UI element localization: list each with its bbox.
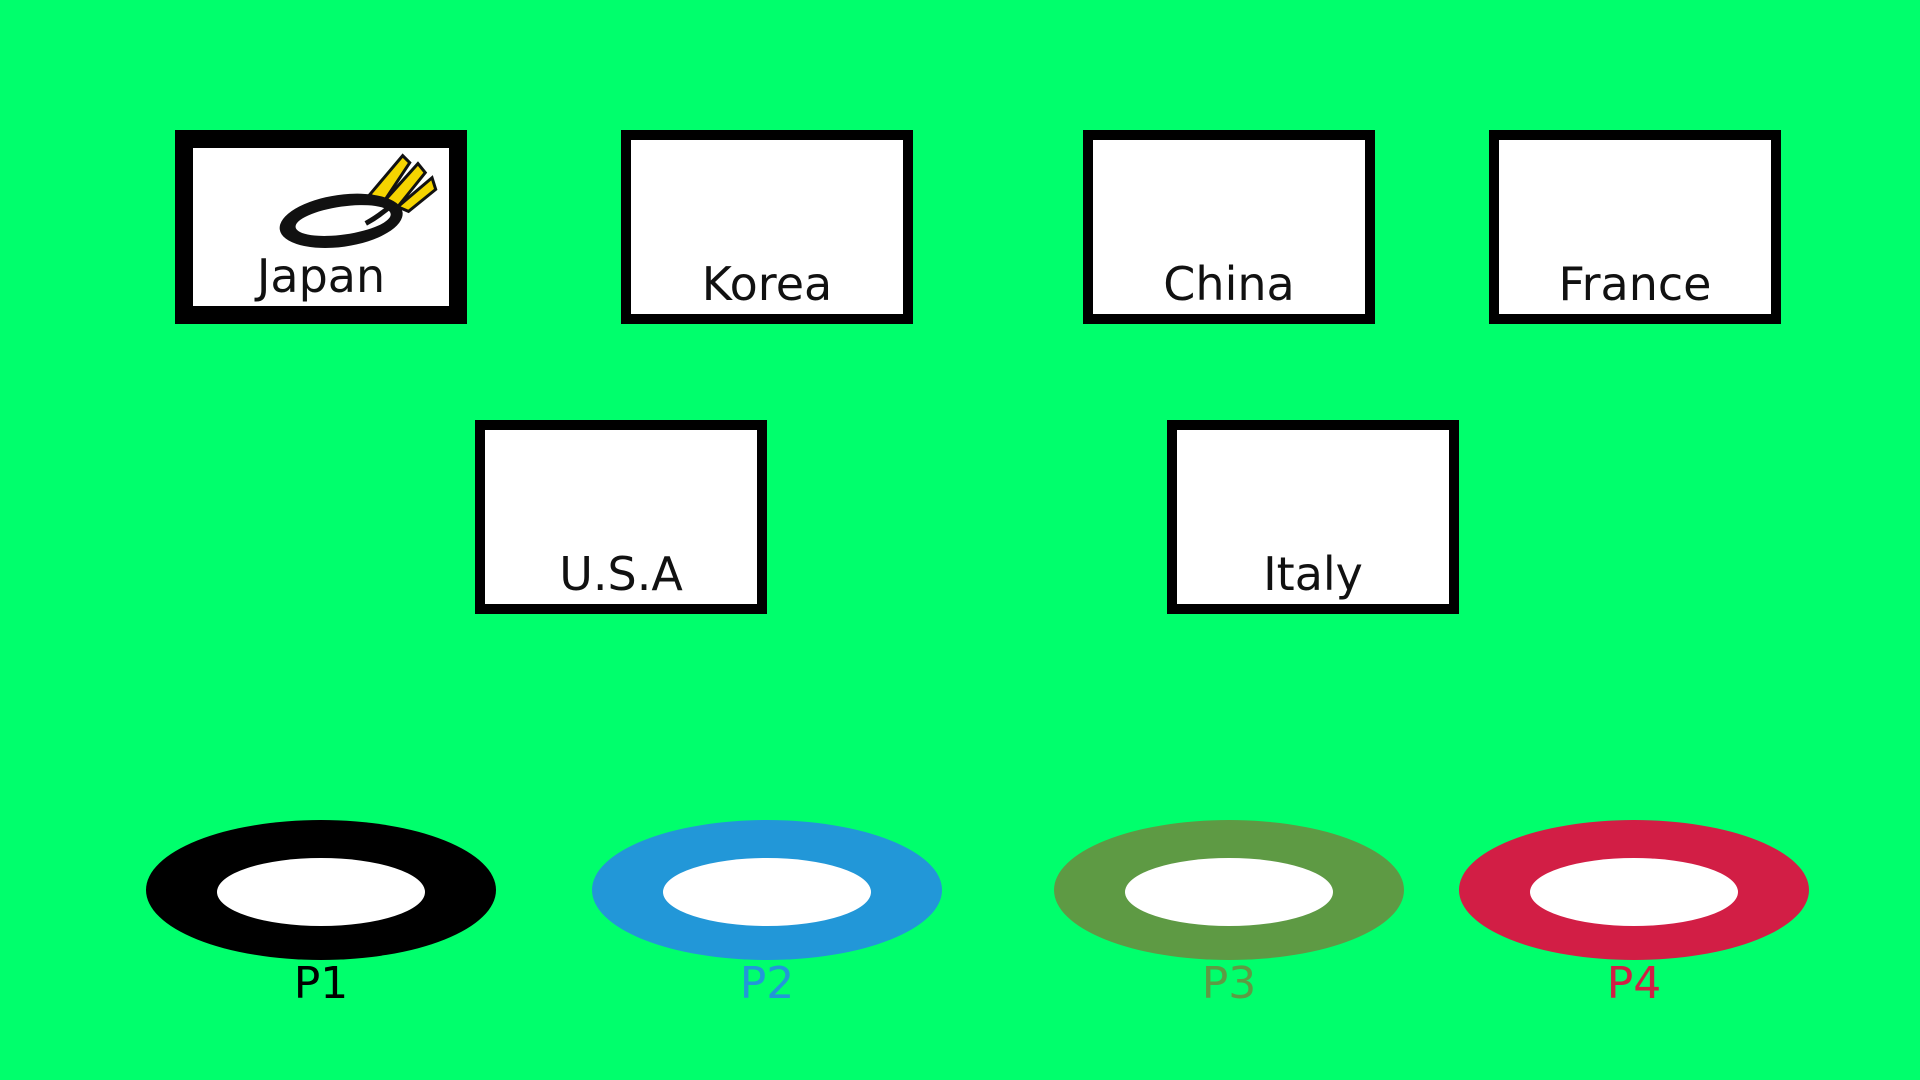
country-card-usa[interactable]: U.S.A [475,420,767,614]
ring-player-token-icon [1459,820,1809,960]
player-2-token[interactable]: P2 [587,800,947,1020]
country-card-italy[interactable]: Italy [1167,420,1459,614]
country-card-china[interactable]: China [1083,130,1375,324]
country-card-france[interactable]: France [1489,130,1781,324]
player-label: P4 [1606,958,1662,1009]
ring-player-token-icon [1054,820,1404,960]
country-label: France [1558,256,1712,311]
player-label: P1 [293,958,349,1009]
player-3-token[interactable]: P3 [1049,800,1409,1020]
player-4-token[interactable]: P4 [1454,800,1814,1020]
ring-player-token-icon [146,820,496,960]
ring-player-token-icon [279,153,438,248]
country-label: Japan [256,248,386,303]
country-card-japan[interactable]: Japan [175,130,467,324]
player-1-token[interactable]: P1 [141,800,501,1020]
country-card-korea[interactable]: Korea [621,130,913,324]
country-label: China [1163,256,1295,311]
ring-player-token-icon [592,820,942,960]
country-label: Korea [701,256,833,311]
country-label: U.S.A [559,546,683,601]
player-label: P3 [1201,958,1257,1009]
country-label: Italy [1263,546,1363,601]
player-label: P2 [739,958,795,1009]
